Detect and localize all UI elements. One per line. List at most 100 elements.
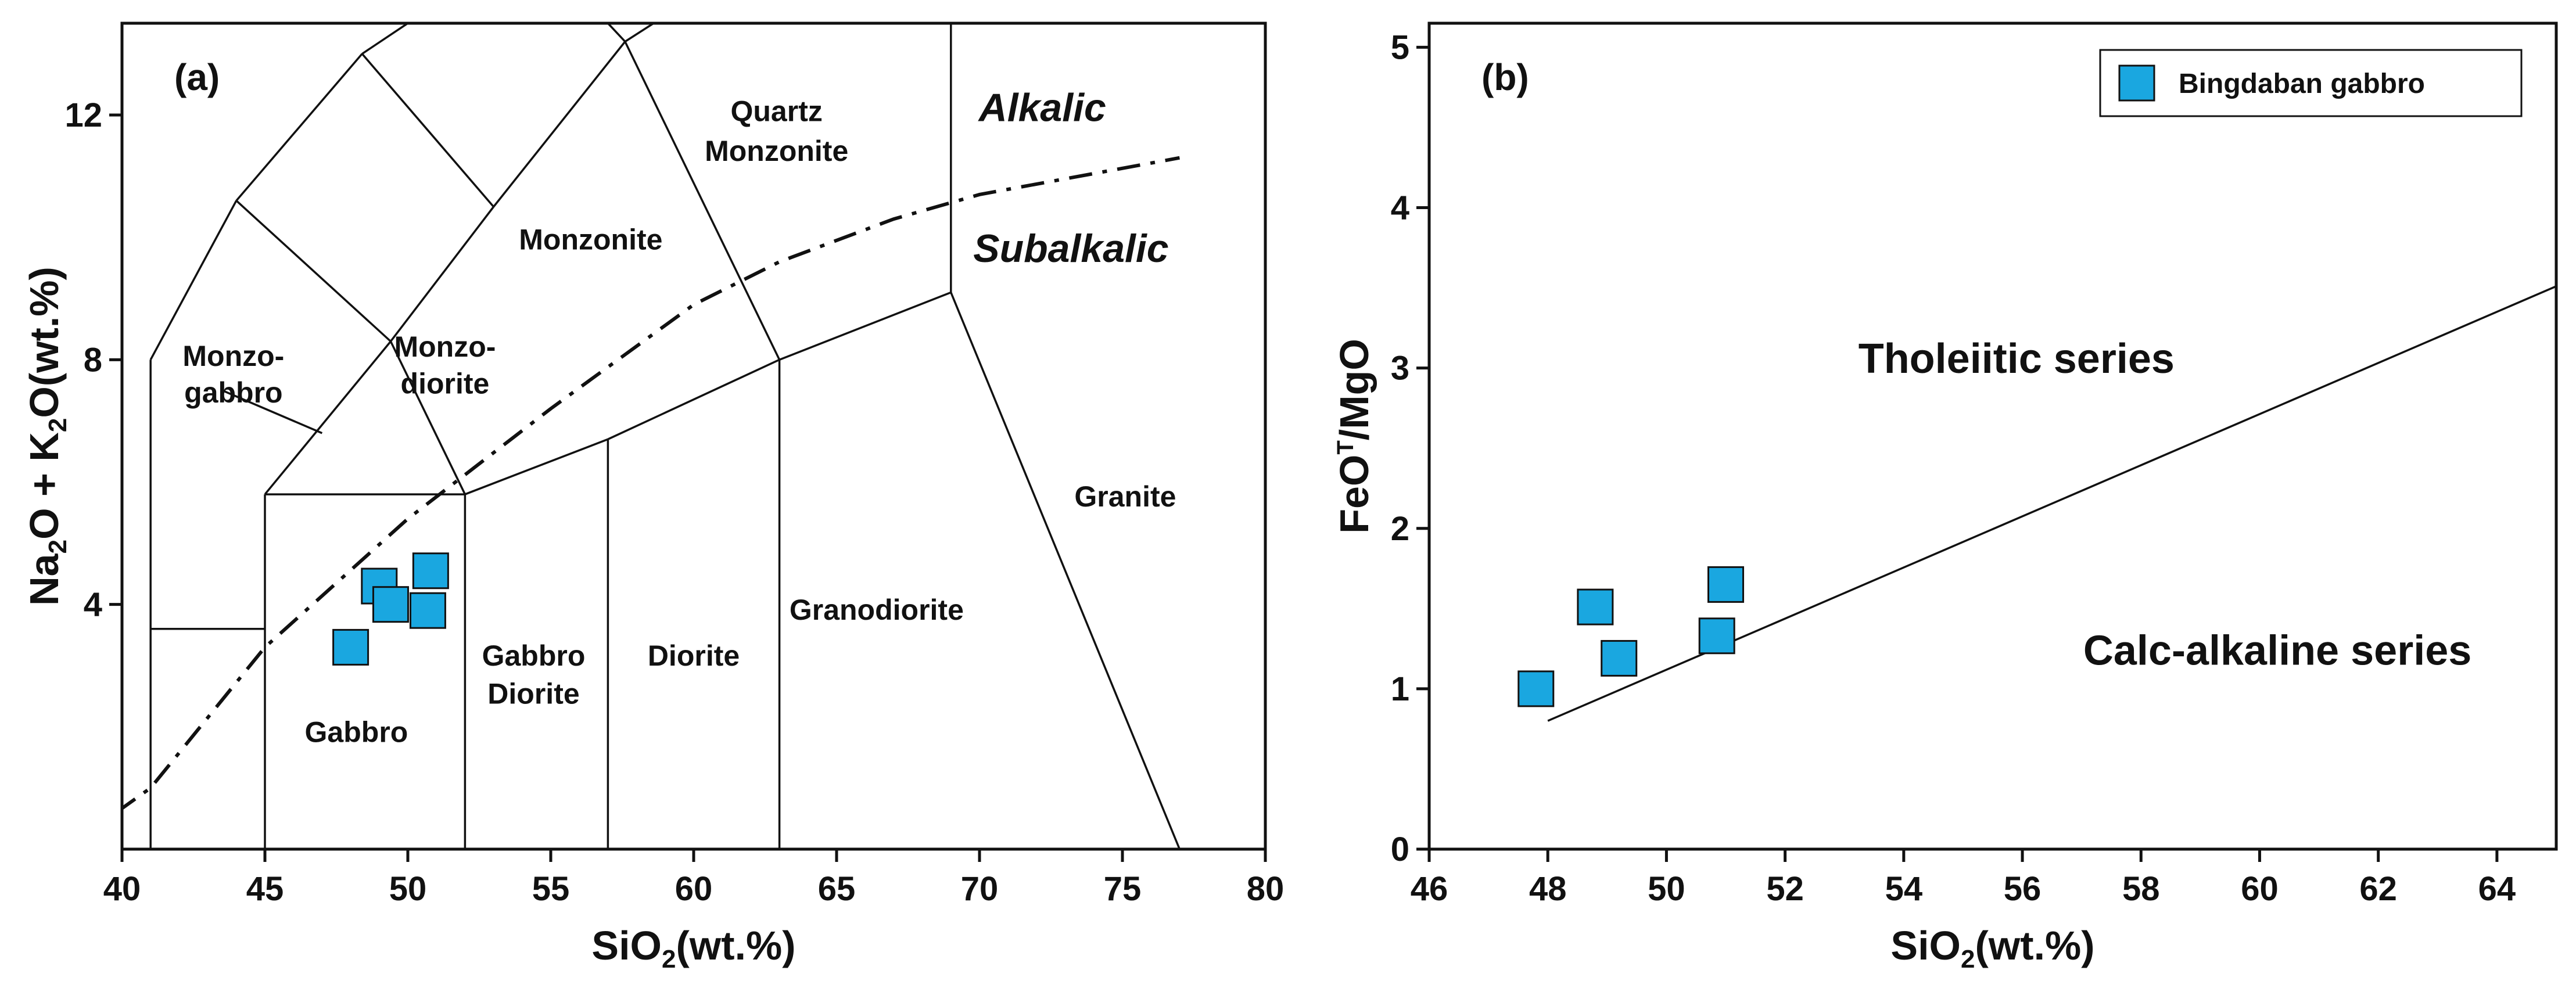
y-tick-label: 4	[1391, 189, 1409, 227]
label-part: SiO	[1890, 923, 1961, 968]
x-tick-label: 60	[2241, 870, 2279, 908]
y-tick-label: 5	[1391, 28, 1409, 66]
field-boundaries	[122, 23, 1181, 849]
alkalic-subalkalic-divider	[122, 156, 1180, 811]
region-label: Calc-alkaline series	[2083, 627, 2471, 674]
x-tick-label: 64	[2478, 870, 2516, 908]
data-point	[1517, 670, 1555, 707]
field-boundary-line	[221, 389, 323, 434]
x-tick-label: 50	[389, 870, 427, 908]
region-label: Tholeiitic series	[1859, 336, 2175, 382]
x-tick-label: 80	[1247, 870, 1285, 908]
field-boundary-line	[950, 292, 1181, 849]
x-tick-label: 58	[2122, 870, 2160, 908]
field-label: Granodiorite	[790, 594, 964, 626]
field-label: Granite	[1074, 480, 1176, 513]
x-tick-label: 56	[2004, 870, 2042, 908]
field-label: diorite	[401, 367, 490, 400]
label-part: (wt.%)	[676, 923, 796, 968]
tas-diagram-panel: Na2O + K2O(wt.%)40 45 50 55 60 65 70 75 804812Si…	[21, 21, 1285, 973]
x-tick-label: 70	[961, 870, 999, 908]
x-tick-label: 65	[818, 870, 856, 908]
data-point	[1601, 639, 1638, 677]
y-tick-label: 3	[1391, 350, 1409, 387]
legend: Bingdaban gabbro	[2099, 49, 2523, 117]
y-axis-title: Na2O + K2O(wt.%)	[21, 267, 72, 606]
label-part: 2	[1961, 945, 1975, 973]
field-boundary-line	[464, 438, 609, 495]
label-part: 2	[44, 418, 72, 432]
label-part: O(wt.%)	[21, 267, 67, 418]
field-boundary-line	[607, 358, 780, 440]
plot-frame	[120, 21, 1267, 851]
label-part: /MgO	[1332, 339, 1377, 440]
data-point	[1698, 617, 1735, 655]
legend-label: Bingdaban gabbro	[2179, 69, 2425, 99]
field-boundary-line	[607, 23, 626, 42]
x-tick-label: 75	[1104, 870, 1142, 908]
field-boundary-line	[235, 53, 363, 202]
field-boundary-line	[624, 23, 655, 43]
field-boundary-line	[361, 53, 494, 208]
data-point	[409, 592, 446, 629]
x-tick-label: 52	[1766, 870, 1804, 908]
label-part: O + K	[21, 432, 67, 540]
y-tick-label: 8	[84, 341, 102, 379]
y-tick-label: 4	[84, 586, 102, 624]
x-tick-label: 48	[1529, 870, 1567, 908]
y-tick-label: 12	[64, 96, 102, 134]
y-tick-label: 2	[1391, 510, 1409, 548]
field-boundary-line	[361, 23, 408, 55]
y-axis-title: FeOT/MgO	[1332, 339, 1377, 534]
data-point	[1707, 566, 1745, 603]
panel-label: (b)	[1481, 56, 1529, 98]
data-point	[332, 628, 369, 666]
data-point	[412, 552, 449, 590]
field-label: Monzo-	[182, 340, 284, 372]
legend-swatch	[2118, 64, 2155, 102]
label-part: Na	[21, 553, 67, 606]
label-part: (wt.%)	[1975, 923, 2095, 968]
field-boundary-line	[778, 291, 952, 361]
data-point	[372, 586, 409, 623]
y-tick-label: 1	[1391, 670, 1409, 708]
x-tick-label: 45	[246, 870, 284, 908]
panel-label: (a)	[174, 56, 220, 98]
x-axis-title: SiO2(wt.%)	[1890, 923, 2094, 973]
x-tick-label: 46	[1411, 870, 1448, 908]
y-tick-label: 0	[1391, 831, 1409, 868]
x-tick-label: 55	[532, 870, 570, 908]
label-part: T	[1333, 440, 1358, 454]
field-label: Quartz	[731, 95, 823, 128]
field-label: Monzonite	[519, 224, 662, 256]
x-tick-label: 54	[1885, 870, 1923, 908]
field-boundary-line	[264, 340, 392, 495]
field-label: Diorite	[648, 639, 740, 672]
label-part: 2	[44, 540, 72, 554]
label-part: SiO	[591, 923, 662, 968]
field-boundary-line	[235, 200, 392, 343]
field-boundary-line	[389, 340, 466, 495]
x-tick-label: 40	[103, 870, 141, 908]
series-label: Subalkalic	[973, 227, 1168, 271]
plot-frame	[1427, 21, 2558, 851]
field-label: Gabbro	[305, 716, 408, 749]
label-part: 2	[662, 945, 676, 973]
field-label: gabbro	[184, 376, 282, 409]
field-boundary-line	[493, 41, 626, 208]
field-label: Monzonite	[705, 135, 848, 167]
field-label: Diorite	[487, 677, 579, 710]
x-tick-label: 60	[675, 870, 713, 908]
field-label: Monzo-	[394, 330, 496, 363]
field-label: Gabbro	[482, 639, 586, 672]
label-part: FeO	[1332, 455, 1377, 534]
field-boundary-line	[390, 206, 494, 342]
series-label: Alkalic	[978, 86, 1106, 130]
x-tick-label: 50	[1648, 870, 1685, 908]
x-tick-label: 62	[2359, 870, 2397, 908]
x-axis-title: SiO2(wt.%)	[591, 923, 795, 973]
field-boundary-line	[624, 41, 781, 361]
field-boundary-line	[149, 200, 238, 361]
